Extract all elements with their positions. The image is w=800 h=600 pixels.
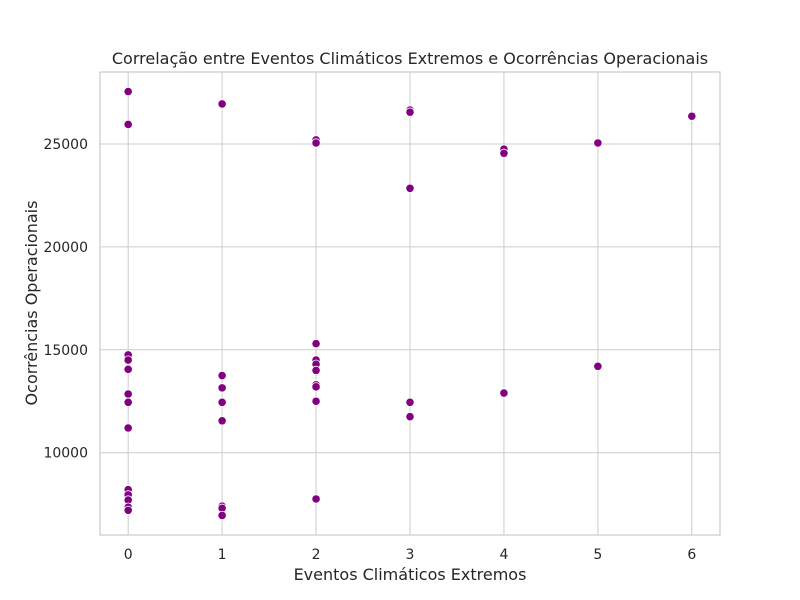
- points-layer: [123, 86, 697, 521]
- scatter-point: [217, 383, 227, 393]
- x-tick-label: 0: [124, 547, 133, 563]
- scatter-point: [499, 148, 509, 158]
- scatter-point: [311, 494, 321, 504]
- scatter-point: [311, 365, 321, 375]
- scatter-point: [123, 86, 133, 97]
- scatter-point: [123, 397, 133, 407]
- y-tick-labels: 10000 15000 20000 25000: [43, 137, 88, 462]
- y-axis-title: Ocorrências Operacionais: [22, 201, 41, 406]
- x-tick-label: 3: [406, 547, 415, 563]
- scatter-point: [405, 107, 415, 117]
- x-tick-labels: 0 1 2 3 4 5 6: [124, 547, 697, 563]
- chart-title: Correlação entre Eventos Climáticos Extr…: [112, 49, 708, 68]
- scatter-point: [123, 364, 133, 374]
- scatter-point: [123, 505, 133, 515]
- x-tick-label: 2: [312, 547, 321, 563]
- scatter-point: [123, 119, 133, 130]
- y-tick-label: 20000: [43, 240, 88, 256]
- scatter-point: [405, 412, 415, 422]
- scatter-point: [593, 361, 603, 371]
- scatter-point: [311, 396, 321, 406]
- x-tick-label: 4: [499, 547, 508, 563]
- scatter-point: [311, 138, 321, 148]
- scatter-point: [405, 183, 415, 193]
- scatter-point: [123, 355, 133, 365]
- scatter-point: [687, 111, 697, 121]
- grid-layer: [100, 72, 720, 535]
- scatter-point: [405, 397, 415, 407]
- scatter-point: [311, 339, 321, 349]
- scatter-point: [123, 389, 133, 399]
- x-tick-label: 6: [687, 547, 696, 563]
- scatter-point: [217, 370, 227, 381]
- scatter-point: [311, 382, 321, 392]
- scatter-point: [217, 416, 227, 426]
- x-tick-label: 5: [593, 547, 602, 563]
- y-tick-label: 10000: [43, 446, 88, 462]
- scatter-point: [217, 99, 227, 109]
- scatter-point: [123, 423, 133, 433]
- y-tick-label: 15000: [43, 343, 88, 359]
- scatter-point: [593, 138, 603, 148]
- scatter-point: [217, 510, 227, 521]
- scatter-point: [217, 397, 227, 407]
- y-tick-label: 25000: [43, 137, 88, 153]
- x-tick-label: 1: [218, 547, 227, 563]
- x-axis-title: Eventos Climáticos Extremos: [294, 565, 527, 584]
- scatter-point: [499, 388, 509, 398]
- plot-frame: [99, 71, 721, 536]
